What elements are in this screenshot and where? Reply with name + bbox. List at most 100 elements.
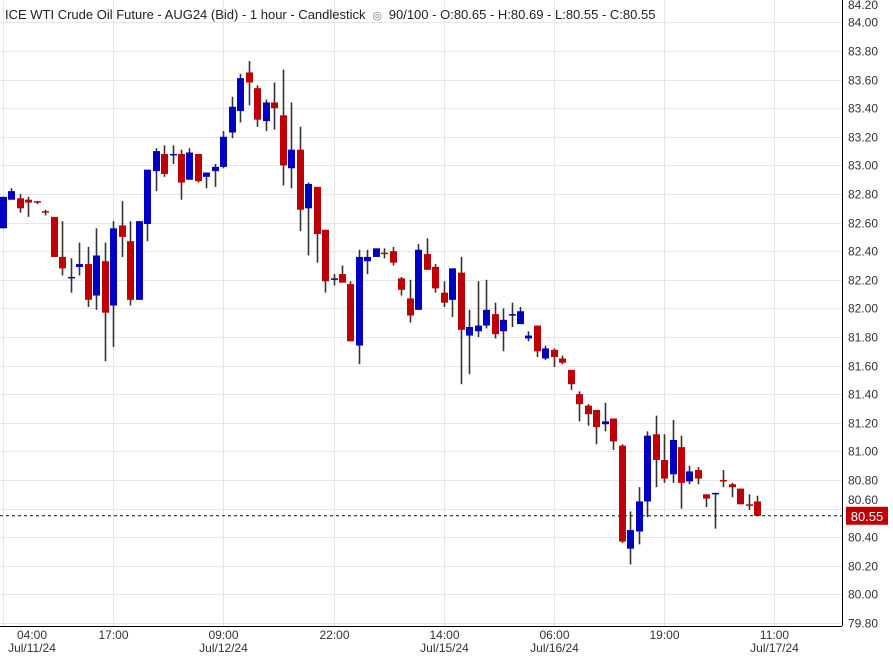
candle-down [195, 153, 202, 182]
last-price-badge [846, 506, 888, 525]
y-tick-label: 81.40 [848, 388, 878, 402]
x-tick-date: Jul/15/24 [420, 641, 469, 655]
candle-down [51, 216, 58, 257]
candle-up [170, 153, 177, 156]
candle-down [271, 102, 278, 109]
candle-up [110, 228, 117, 306]
grid [0, 0, 842, 626]
candle-down [424, 254, 431, 270]
candle-down [102, 261, 109, 313]
candle-down [695, 469, 702, 479]
eye-icon[interactable]: ◎ [372, 10, 382, 22]
candle-up [602, 421, 609, 425]
y-tick-label: 80.40 [848, 531, 878, 545]
candle-down [653, 434, 660, 460]
candle-up [229, 106, 236, 133]
candle-up [644, 435, 651, 502]
candle-up [475, 325, 482, 332]
candle-up [0, 196, 7, 229]
candle-up [364, 256, 371, 262]
y-tick-label: 79.80 [848, 617, 878, 631]
candle-up [186, 152, 193, 180]
candle-down [347, 284, 354, 342]
x-tick-time: 14:00 [429, 628, 459, 642]
candle-down [322, 229, 329, 282]
y-tick-label: 82.60 [848, 217, 878, 231]
candle-down [254, 88, 261, 120]
candle-down [729, 484, 736, 488]
candle-up [76, 264, 83, 267]
candle-down [17, 198, 24, 209]
y-tick-label: 81.00 [848, 445, 878, 459]
y-tick-label: 82.20 [848, 274, 878, 288]
x-tick-time: 04:00 [17, 628, 47, 642]
candle-down [737, 488, 744, 505]
x-tick-time: 09:00 [208, 628, 238, 642]
candle-down [407, 298, 414, 316]
candle-down [551, 349, 558, 358]
candle-up [517, 311, 524, 325]
candle-down [678, 447, 685, 483]
y-tick-label: 83.00 [848, 159, 878, 173]
chart-title: ICE WTI Crude Oil Future - AUG24 (Bid) -… [5, 7, 366, 22]
y-tick-label: 80.00 [848, 588, 878, 602]
y-tick-label: 82.00 [848, 302, 878, 316]
candle-down [593, 409, 600, 428]
candle-up [220, 136, 227, 167]
x-tick-date: Jul/11/24 [8, 641, 56, 655]
x-tick-time: 06:00 [539, 628, 569, 642]
candle-down [119, 225, 126, 237]
candle-up [466, 326, 473, 336]
candle-up [449, 268, 456, 300]
candle-up [93, 255, 100, 296]
candle-down [661, 459, 668, 479]
candle-up [686, 471, 693, 482]
candle-up [627, 530, 634, 549]
candle-down [534, 325, 541, 352]
candle-up [415, 249, 422, 310]
candle-up [636, 501, 643, 532]
candle-down [127, 241, 134, 300]
y-tick-label: 84.20 [848, 0, 878, 12]
candle-down [161, 153, 168, 174]
candle-up [212, 166, 219, 172]
candle-up [237, 78, 244, 112]
candle-down [59, 256, 66, 269]
candle-up [144, 169, 151, 225]
candle-up [542, 348, 549, 359]
x-tick-time: 11:00 [760, 628, 789, 642]
candle-down [34, 201, 41, 203]
x-tick-date: Jul/16/24 [530, 641, 579, 655]
candle-down [246, 72, 253, 83]
y-tick-label: 83.40 [848, 102, 878, 116]
candle-down [432, 266, 439, 289]
candle-down [568, 369, 575, 385]
candle-down [381, 252, 388, 255]
y-tick-label: 84.00 [848, 16, 878, 30]
y-tick-label: 80.20 [848, 560, 878, 574]
candle-up [305, 183, 312, 209]
candle-down [585, 405, 592, 415]
candle-down [178, 153, 185, 183]
candle-down [754, 501, 761, 516]
candle-up [68, 276, 75, 279]
candle-up [153, 151, 160, 172]
candle-down [398, 278, 405, 290]
x-tick-time: 19:00 [649, 628, 679, 642]
candle-up [136, 221, 143, 300]
candle-up [712, 492, 719, 495]
candle-up [483, 309, 490, 326]
candle-down [703, 494, 710, 499]
candle-up [288, 149, 295, 169]
y-tick-label: 83.60 [848, 74, 878, 88]
y-tick-label: 81.20 [848, 417, 878, 431]
candles [0, 61, 761, 565]
candle-down [559, 358, 566, 363]
visible-count: 90/100 [388, 7, 429, 22]
candle-up [509, 314, 516, 316]
candle-down [576, 394, 583, 405]
candle-up [8, 191, 15, 200]
candle-down [25, 199, 32, 203]
last-price-label: 80.55 [851, 509, 884, 524]
